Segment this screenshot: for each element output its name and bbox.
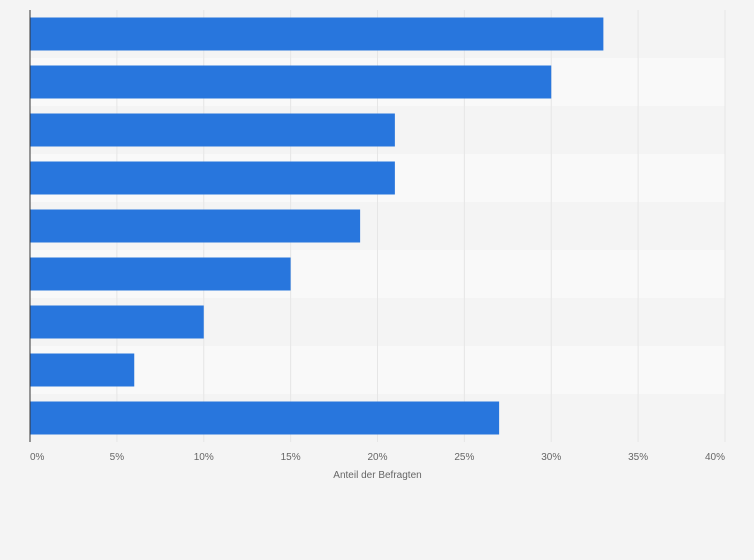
bar[interactable] (30, 353, 135, 387)
x-tick-label: 15% (281, 452, 301, 463)
x-tick-label: 40% (705, 452, 725, 463)
x-tick-label: 20% (367, 452, 387, 463)
bars (30, 17, 604, 435)
x-tick-label: 30% (541, 452, 561, 463)
x-tick-label: 25% (454, 452, 474, 463)
bar[interactable] (30, 401, 500, 435)
x-tick-label: 10% (194, 452, 214, 463)
bar[interactable] (30, 17, 604, 51)
bar[interactable] (30, 161, 395, 195)
x-axis-title: Anteil der Befragten (333, 470, 421, 481)
bar[interactable] (30, 65, 552, 99)
bar[interactable] (30, 113, 395, 147)
x-tick-labels: 0% 5% 10% 15% 20% 25% 30% 35% 40% (30, 452, 725, 463)
x-tick-label: 35% (628, 452, 648, 463)
bar[interactable] (30, 257, 291, 291)
x-tick-label: 5% (110, 452, 125, 463)
bar[interactable] (30, 305, 204, 339)
bar[interactable] (30, 209, 361, 243)
x-tick-label: 0% (30, 452, 45, 463)
